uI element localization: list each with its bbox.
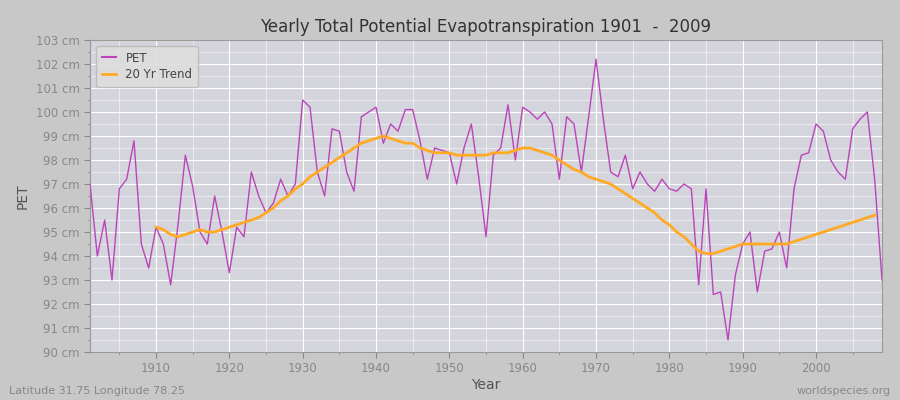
X-axis label: Year: Year [472,378,500,392]
Y-axis label: PET: PET [16,183,30,209]
Title: Yearly Total Potential Evapotranspiration 1901  -  2009: Yearly Total Potential Evapotranspiratio… [260,18,712,36]
Legend: PET, 20 Yr Trend: PET, 20 Yr Trend [96,46,198,87]
Text: Latitude 31.75 Longitude 78.25: Latitude 31.75 Longitude 78.25 [9,386,185,396]
Text: worldspecies.org: worldspecies.org [796,386,891,396]
